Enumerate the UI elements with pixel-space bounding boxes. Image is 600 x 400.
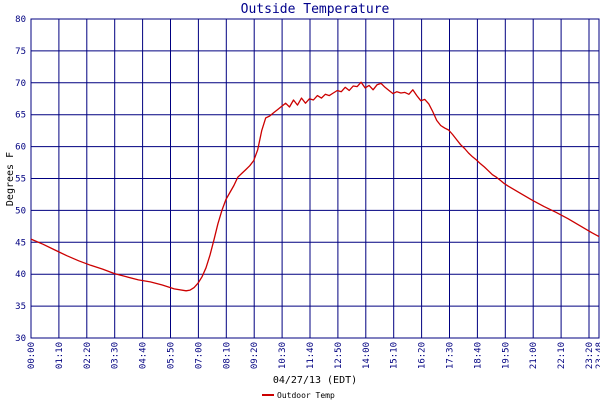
plot-frame: [30, 18, 600, 339]
series-line-outdoor-temp: [30, 81, 600, 292]
y-tick-label: 75: [15, 47, 26, 57]
y-axis-label: Degrees F: [5, 152, 16, 206]
x-tick-label: 11:40: [306, 342, 316, 369]
y-axis-ticks: 30 35 40 45 50 55 60 65 70 75 80: [15, 15, 26, 344]
x-tick-label: 07:00: [194, 342, 204, 369]
x-tick-label: 22:10: [557, 342, 567, 369]
grid: [30, 18, 600, 339]
x-tick-label: 10:30: [278, 342, 288, 369]
x-tick-label: 01:10: [55, 342, 65, 369]
y-tick-label: 50: [15, 206, 26, 216]
x-tick-label: 17:30: [446, 342, 456, 369]
y-tick-label: 80: [15, 15, 26, 25]
x-tick-label: 16:20: [418, 342, 428, 369]
x-axis-ticks: 00:00 01:10 02:20 03:30 04:40 05:50 07:00 08:10…: [27, 342, 600, 369]
plot-area: [30, 81, 600, 292]
x-tick-label: 15:10: [390, 342, 400, 369]
legend: Outdoor Temp: [262, 391, 335, 400]
x-tick-label: 19:50: [501, 342, 511, 369]
x-tick-label: 00:00: [27, 342, 37, 369]
y-tick-label: 65: [15, 111, 26, 121]
y-tick-label: 40: [15, 270, 26, 280]
x-tick-label: 14:00: [362, 342, 372, 369]
x-tick-label: 23:48: [595, 342, 600, 369]
x-tick-label: 05:50: [167, 342, 177, 369]
y-tick-label: 30: [15, 334, 26, 344]
x-tick-label: 12:50: [334, 342, 344, 369]
x-tick-label: 21:00: [529, 342, 539, 369]
x-tick-label: 02:20: [83, 342, 93, 369]
x-tick-label: 23:20: [585, 342, 595, 369]
y-tick-label: 35: [15, 302, 26, 312]
y-tick-label: 45: [15, 238, 26, 248]
chart-title: Outside Temperature: [241, 2, 390, 17]
x-tick-label: 04:40: [139, 342, 149, 369]
y-tick-label: 70: [15, 79, 26, 89]
x-tick-label: 09:20: [250, 342, 260, 369]
y-tick-label: 60: [15, 143, 26, 153]
x-tick-label: 03:30: [111, 342, 121, 369]
legend-label-outdoor-temp: Outdoor Temp: [277, 391, 335, 400]
x-axis-label: 04/27/13 (EDT): [273, 375, 357, 386]
x-tick-label: 08:10: [222, 342, 232, 369]
x-tick-label: 18:40: [473, 342, 483, 369]
y-tick-label: 55: [15, 175, 26, 185]
